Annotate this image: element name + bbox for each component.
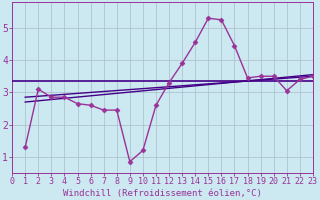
X-axis label: Windchill (Refroidissement éolien,°C): Windchill (Refroidissement éolien,°C) bbox=[63, 189, 262, 198]
